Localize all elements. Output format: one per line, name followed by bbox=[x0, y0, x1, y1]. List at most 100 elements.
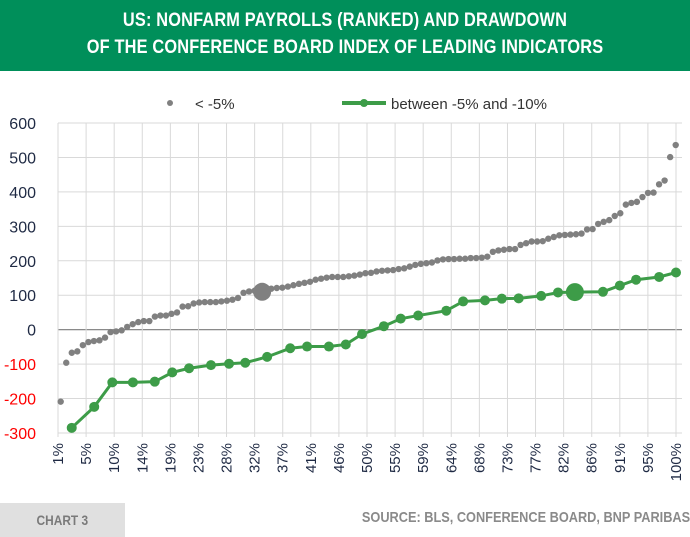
green-point bbox=[184, 363, 195, 374]
green-point bbox=[107, 377, 118, 388]
green-line bbox=[70, 271, 677, 429]
gray-point bbox=[389, 266, 397, 274]
y-tick-label: 400 bbox=[9, 185, 36, 202]
x-axis: 1% 5% 10% 14% 19% 23% 28% 32% 37% 41% 46% 50% 55% 59%… bbox=[50, 443, 685, 481]
green-point bbox=[458, 296, 469, 307]
green-point bbox=[597, 286, 608, 297]
x-tick-label: 68% bbox=[471, 443, 488, 473]
gray-point bbox=[567, 231, 574, 238]
gray-point bbox=[545, 235, 552, 242]
x-tick-label: 41% bbox=[303, 443, 320, 473]
y-tick-label: -300 bbox=[4, 426, 36, 443]
green-point bbox=[285, 343, 296, 354]
gray-point bbox=[151, 313, 159, 320]
green-point bbox=[479, 295, 490, 306]
gray-point bbox=[650, 189, 657, 196]
y-tick-label: 0 bbox=[27, 323, 36, 340]
gray-point bbox=[129, 320, 136, 328]
green-point bbox=[302, 341, 313, 352]
gray-point bbox=[589, 225, 596, 233]
gray-point bbox=[323, 274, 330, 281]
gray-point bbox=[345, 273, 353, 280]
x-tick-label: 73% bbox=[499, 443, 516, 473]
green-point bbox=[378, 321, 389, 332]
green-point bbox=[654, 271, 665, 282]
gray-point bbox=[362, 269, 369, 277]
x-tick-label: 32% bbox=[247, 443, 264, 473]
green-point bbox=[262, 351, 273, 362]
gray-point bbox=[423, 259, 430, 267]
gray-point bbox=[672, 141, 679, 149]
gray-point bbox=[561, 231, 569, 239]
gray-point bbox=[606, 216, 613, 224]
gray-point bbox=[96, 337, 103, 344]
gray-point bbox=[539, 237, 546, 245]
gray-point bbox=[356, 271, 364, 278]
gray-point bbox=[450, 255, 458, 263]
y-tick-label: -200 bbox=[4, 392, 36, 409]
gray-point bbox=[378, 267, 386, 274]
gray-point bbox=[439, 256, 447, 263]
x-tick-label: 55% bbox=[387, 443, 404, 473]
gray-point bbox=[478, 254, 485, 261]
legend-marker-green bbox=[360, 99, 368, 107]
chart-title-line-1: US: NONFARM PAYROLLS (RANKED) AND DRAWDO… bbox=[122, 10, 568, 31]
green-point bbox=[167, 367, 178, 378]
gray-point bbox=[207, 298, 214, 306]
gray-point bbox=[245, 288, 253, 295]
green-point bbox=[614, 280, 625, 291]
chart-header: US: NONFARM PAYROLLS (RANKED) AND DRAWDO… bbox=[0, 0, 690, 71]
gray-point bbox=[312, 276, 319, 283]
chart-title-line-2: OF THE CONFERENCE BOARD INDEX OF LEADING… bbox=[86, 37, 604, 58]
gray-point bbox=[223, 297, 231, 304]
gray-point bbox=[301, 279, 308, 287]
gray-point bbox=[212, 298, 220, 306]
green-point bbox=[536, 290, 547, 301]
gray-point bbox=[173, 309, 181, 316]
gray-point bbox=[90, 337, 98, 345]
gray-point bbox=[190, 300, 197, 307]
gray-point bbox=[517, 241, 524, 249]
gray-point bbox=[279, 284, 286, 291]
green-point bbox=[671, 267, 681, 278]
green-point bbox=[127, 377, 138, 388]
x-tick-label: 91% bbox=[612, 443, 629, 473]
gray-point bbox=[467, 254, 474, 262]
gray-point bbox=[395, 265, 402, 273]
y-tick-label: 600 bbox=[9, 116, 36, 133]
gray-point bbox=[179, 303, 186, 310]
gray-point bbox=[639, 193, 646, 201]
x-tick-label: 5% bbox=[78, 443, 95, 465]
gray-point bbox=[168, 310, 175, 318]
gray-point bbox=[140, 317, 148, 325]
gray-point bbox=[412, 261, 419, 269]
gray-point bbox=[406, 263, 413, 270]
gray-point bbox=[306, 278, 314, 285]
gray-point bbox=[456, 255, 463, 262]
gray-point bbox=[533, 238, 541, 245]
series-below-minus-5 bbox=[57, 141, 679, 405]
gray-point bbox=[550, 233, 558, 241]
x-tick-label: 77% bbox=[528, 443, 545, 473]
x-tick-label: 86% bbox=[584, 443, 601, 473]
series-between-minus-5-and-minus-10 bbox=[66, 267, 681, 433]
gray-point bbox=[351, 272, 358, 279]
gray-point bbox=[401, 265, 408, 272]
gray-point bbox=[201, 298, 208, 306]
gray-point bbox=[317, 275, 325, 282]
x-tick-label: 23% bbox=[190, 443, 207, 473]
gray-point bbox=[340, 273, 347, 281]
gray-point bbox=[583, 226, 591, 233]
y-tick-label: 100 bbox=[9, 288, 36, 305]
gray-point bbox=[617, 210, 624, 217]
green-point bbox=[205, 360, 216, 371]
gray-point bbox=[101, 334, 109, 341]
x-tick-label: 19% bbox=[162, 443, 179, 473]
gray-point bbox=[384, 267, 391, 274]
gray-point bbox=[146, 317, 153, 325]
gray-point bbox=[434, 257, 441, 264]
gray-point bbox=[572, 231, 580, 238]
gray-point bbox=[273, 284, 280, 292]
gray-point bbox=[157, 312, 164, 319]
